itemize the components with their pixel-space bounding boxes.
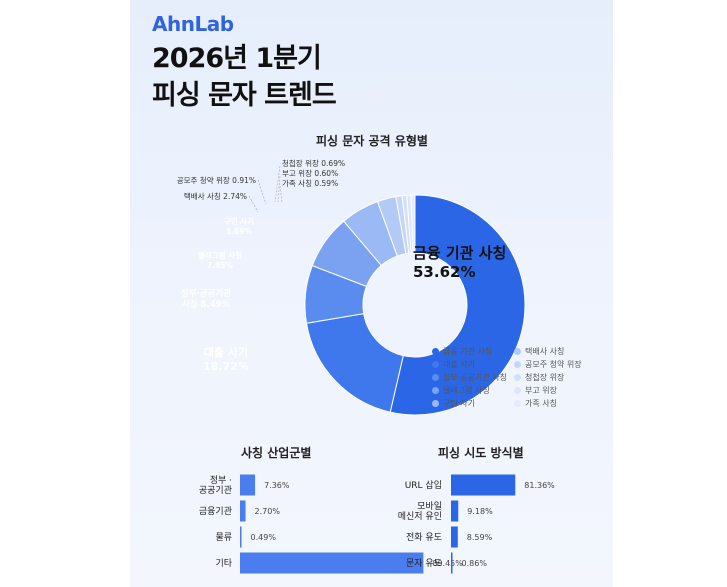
donut-label-3-line-1: 7.95% (207, 261, 234, 270)
donut-label-8: 부고 위장 0.60% (282, 168, 338, 178)
legend-item-1: 대출 사기 (432, 359, 475, 370)
legend-label: 텔레그램 사칭 (443, 386, 490, 395)
industry-category-0-line-0: 정부 · (210, 475, 232, 486)
legend-item-2: 정부·공공기관 사칭 (432, 372, 507, 383)
industry-chart-title: 사칭 산업군별 (241, 446, 312, 460)
industry-value-1: 2.70% (255, 507, 281, 516)
donut-label-1-line-0: 대출 사기 (204, 345, 248, 359)
donut-chart-title: 피싱 문자 공격 유형별 (316, 134, 428, 148)
legend-item-5: 택배사 사칭 (514, 346, 564, 357)
legend-item-4: 구인 사기 (432, 398, 475, 409)
industry-bar-chart: 정부 ·공공기관 7.36% 금융기관 2.70% 물류 0.49% 기타 89.45% (199, 474, 463, 574)
method-value-0: 81.36% (524, 481, 555, 490)
method-bar-2 (451, 526, 458, 548)
legend-dot-icon (432, 400, 439, 407)
industry-bar-2 (240, 526, 242, 548)
legend-item-6: 공모주 청약 위장 (514, 359, 582, 370)
leader-line-1 (257, 179, 267, 205)
legend-label: 정부·공공기관 사칭 (443, 373, 507, 382)
donut-label-0-line-0: 금융 기관 사칭 (413, 244, 506, 262)
donut-label-7: 청첩장 위장 0.69% (282, 158, 345, 168)
method-bar-1 (451, 500, 459, 522)
leader-line-0 (248, 195, 259, 213)
legend-dot-icon (432, 348, 439, 355)
legend-dot-icon (514, 361, 521, 368)
leader-line-2 (274, 165, 281, 203)
donut-label-3-line-0: 텔레그램 사칭 (198, 250, 242, 260)
donut-hole (363, 253, 467, 357)
industry-category-1: 금융기관 (199, 506, 232, 517)
legend-dot-icon (432, 374, 439, 381)
legend-label: 부고 위장 (525, 386, 557, 395)
method-value-1: 9.18% (467, 507, 493, 516)
ahnlab-logo: AhnLab (152, 12, 234, 36)
legend-item-3: 텔레그램 사칭 (432, 385, 490, 396)
method-category-1-line-1: 메신저 유인 (398, 511, 442, 522)
leader-line-4 (279, 185, 283, 203)
infographic-card: AhnLab 2026년 1분기 피싱 문자 트렌드 피싱 문자 공격 유형별 … (130, 0, 613, 587)
method-category-3: 문자 유도 (406, 558, 442, 569)
donut-slice-0 (389, 194, 526, 416)
title-line-2: 피싱 문자 트렌드 (152, 80, 337, 111)
method-chart-title: 피싱 시도 방식별 (438, 446, 524, 460)
method-category-0: URL 삽입 (405, 479, 442, 491)
legend-dot-icon (432, 361, 439, 368)
donut-label-2-line-0: 정부·공공기관 (181, 288, 231, 299)
industry-bar-3 (240, 552, 424, 574)
donut-label-9: 가족 사칭 0.59% (282, 179, 338, 188)
method-category-2: 전화 유도 (406, 532, 442, 543)
legend-label: 대출 사기 (443, 360, 475, 369)
legend-label: 금융 기관 사칭 (443, 347, 493, 356)
industry-value-0: 7.36% (264, 481, 290, 490)
legend-item-0: 금융 기관 사칭 (432, 346, 492, 357)
method-value-2: 8.59% (467, 533, 493, 542)
page-title: 2026년 1분기 피싱 문자 트렌드 (152, 40, 337, 114)
industry-value-2: 0.49% (251, 533, 277, 542)
donut-label-1-line-1: 18.72% (203, 360, 249, 373)
legend-item-8: 부고 위장 (514, 385, 557, 396)
donut-label-0-line-1: 53.62% (413, 263, 475, 281)
method-value-3: 0.86% (462, 559, 488, 568)
method-bar-0 (451, 474, 516, 496)
method-bar-3 (451, 552, 453, 574)
donut-label-5: 택배사 사칭 2.74% (184, 191, 247, 201)
legend-dot-icon (514, 348, 521, 355)
industry-bar-0 (240, 474, 256, 496)
legend-dot-icon (514, 400, 521, 407)
donut-label-6: 공모주 청약 위장 0.91% (177, 175, 256, 185)
legend-label: 택배사 사칭 (525, 347, 565, 356)
leader-line-3 (277, 175, 281, 203)
industry-value-3: 89.45% (432, 559, 463, 568)
donut-label-4-line-0: 구인 사기 (224, 216, 254, 226)
legend-dot-icon (514, 374, 521, 381)
legend-label: 구인 사기 (443, 399, 475, 408)
industry-category-2: 물류 (215, 532, 232, 543)
donut-label-2-line-1: 사칭 8.49% (182, 299, 231, 310)
method-category-1-line-0: 모바일 (417, 501, 442, 512)
legend-item-7: 청첩장 위장 (514, 372, 564, 383)
legend-label: 공모주 청약 위장 (525, 360, 582, 369)
industry-category-3: 기타 (215, 558, 232, 569)
title-line-1: 2026년 1분기 (152, 43, 322, 74)
industry-category-0-line-1: 공공기관 (199, 485, 232, 496)
legend-dot-icon (514, 387, 521, 394)
legend-label: 가족 사칭 (525, 399, 557, 408)
industry-bar-1 (240, 500, 246, 522)
legend-dot-icon (432, 387, 439, 394)
donut-slice-9 (410, 194, 416, 254)
donut-label-4-line-1: 5.69% (226, 227, 253, 236)
legend-label: 청첩장 위장 (525, 373, 565, 382)
donut-slices (304, 194, 526, 416)
legend-item-9: 가족 사칭 (514, 398, 557, 409)
